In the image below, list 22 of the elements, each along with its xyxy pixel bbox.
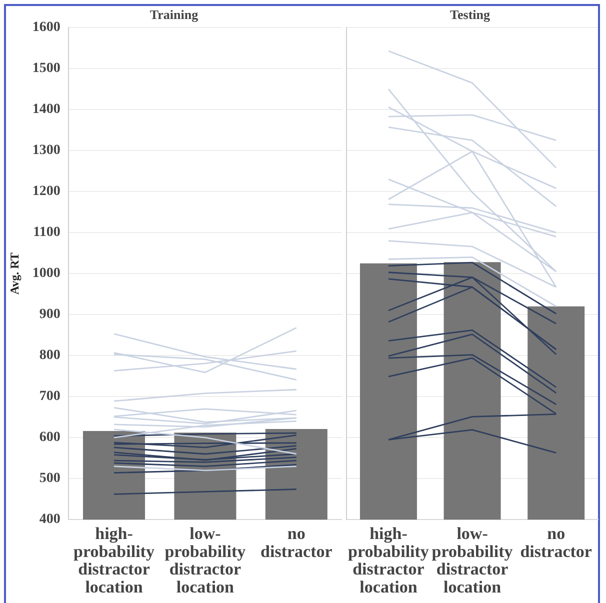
y-tick-label: 900 bbox=[39, 307, 60, 322]
x-tick-label: no distractor bbox=[260, 524, 333, 561]
chart-title: Testing bbox=[450, 7, 490, 22]
y-tick-label: 600 bbox=[39, 430, 60, 446]
y-tick-label: 1300 bbox=[32, 143, 60, 158]
x-tick-label: low-probability distractor location bbox=[432, 524, 514, 596]
chart-title: Training bbox=[150, 7, 199, 22]
y-tick-label: 1200 bbox=[32, 184, 60, 200]
y-tick-label: 1500 bbox=[32, 61, 60, 76]
y-tick-label: 700 bbox=[39, 389, 60, 404]
y-tick-label: 1600 bbox=[32, 20, 60, 36]
x-tick-label: high-probability distractor location bbox=[74, 524, 155, 596]
y-tick-label: 1100 bbox=[33, 225, 60, 240]
y-tick-label: 400 bbox=[39, 512, 60, 528]
y-tick-label: 800 bbox=[39, 348, 60, 364]
x-tick-label: high-probability distractor location bbox=[348, 524, 430, 596]
y-tick-label: 1000 bbox=[32, 266, 60, 282]
y-tick-label: 1400 bbox=[32, 102, 60, 118]
y-tick-label: 500 bbox=[39, 471, 60, 486]
x-tick-label: no distractor bbox=[520, 524, 592, 561]
y-axis-title: Avg. RT bbox=[7, 252, 22, 295]
x-tick-label: low-probability distractor location bbox=[164, 524, 246, 596]
